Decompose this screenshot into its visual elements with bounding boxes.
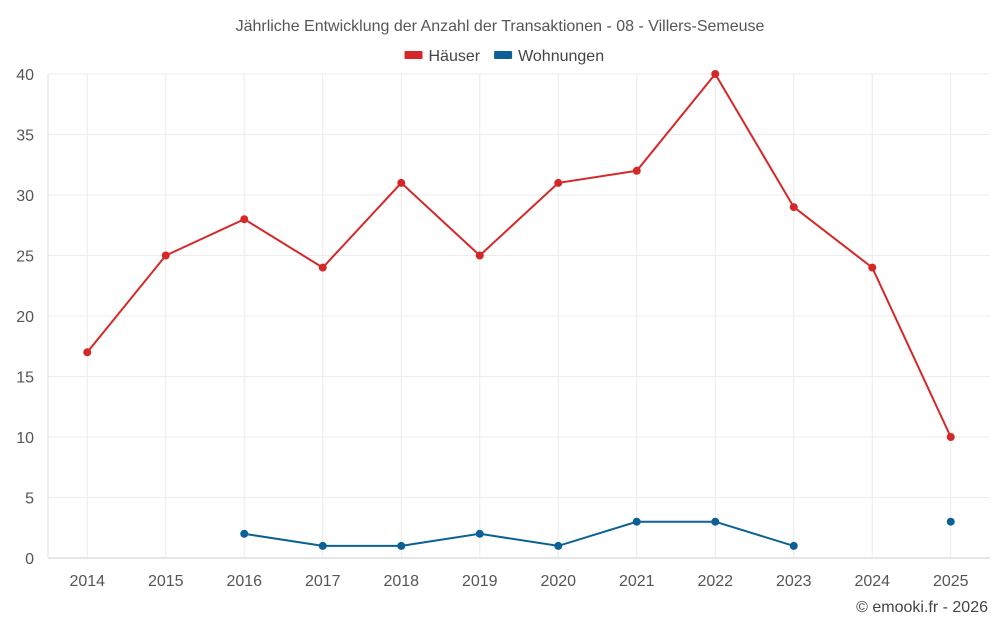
x-tick-label: 2018 bbox=[383, 573, 419, 590]
series-1-point bbox=[554, 541, 563, 550]
series-1-point bbox=[397, 541, 406, 550]
x-tick-label: 2022 bbox=[697, 573, 733, 590]
series-0-point bbox=[240, 215, 249, 224]
legend-label-1: Wohnungen bbox=[518, 48, 604, 65]
series-0-line bbox=[86, 72, 952, 438]
y-tick-label: 10 bbox=[16, 430, 34, 447]
series-0-point bbox=[83, 348, 92, 357]
legend-swatch-1 bbox=[494, 51, 513, 59]
series-1-point bbox=[789, 541, 798, 550]
series-1-point bbox=[632, 517, 641, 526]
grid bbox=[47, 73, 990, 559]
x-tick-label: 2024 bbox=[854, 573, 890, 590]
legend-label-0: Häuser bbox=[429, 48, 481, 65]
series-1-point bbox=[711, 517, 720, 526]
series-0-point bbox=[946, 433, 955, 441]
x-tick-label: 2020 bbox=[540, 573, 576, 590]
series-layer bbox=[83, 70, 955, 550]
series-1-point bbox=[318, 541, 327, 550]
y-tick-label: 40 bbox=[16, 67, 34, 84]
series-0-point bbox=[318, 263, 327, 272]
legend: Häuser Wohnungen bbox=[404, 48, 604, 65]
series-1-point bbox=[946, 517, 955, 526]
x-tick-label: 2017 bbox=[305, 573, 341, 590]
x-tick-label: 2019 bbox=[462, 573, 498, 590]
x-tick-label: 2021 bbox=[619, 573, 655, 590]
y-tick-label: 15 bbox=[16, 370, 34, 387]
y-tick-label: 0 bbox=[25, 551, 34, 568]
y-tick-label: 25 bbox=[16, 249, 34, 266]
x-tick-label: 2025 bbox=[933, 573, 969, 590]
series-0-point bbox=[789, 203, 798, 212]
series-0-point bbox=[632, 166, 641, 175]
y-tick-label: 20 bbox=[16, 309, 34, 326]
series-0-point bbox=[554, 178, 563, 187]
x-tick-label: 2015 bbox=[148, 573, 184, 590]
series-0-point bbox=[711, 70, 720, 78]
series-0-point bbox=[397, 178, 406, 187]
series-0-point bbox=[161, 251, 170, 260]
x-tick-label: 2016 bbox=[226, 573, 262, 590]
series-0-point bbox=[475, 251, 484, 260]
x-tick-label: 2023 bbox=[776, 573, 812, 590]
series-1-point bbox=[240, 529, 249, 538]
legend-swatch-0 bbox=[404, 51, 423, 59]
y-tick-label: 35 bbox=[16, 128, 34, 145]
series-1-line bbox=[244, 520, 795, 547]
series-1-point bbox=[475, 529, 484, 538]
y-tick-label: 5 bbox=[25, 491, 34, 508]
credit: © emooki.fr - 2026 bbox=[856, 599, 988, 616]
x-tick-label: 2014 bbox=[69, 573, 105, 590]
y-tick-label: 30 bbox=[16, 188, 34, 205]
series-0-point bbox=[868, 263, 877, 272]
chart-title: Jährliche Entwicklung der Anzahl der Tra… bbox=[236, 18, 765, 35]
